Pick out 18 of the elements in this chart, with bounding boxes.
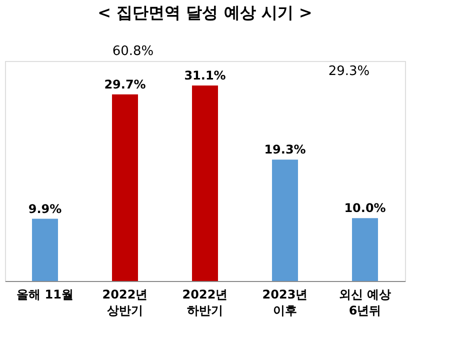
text: 60.8% xyxy=(112,44,154,59)
x-tick-label: 2022년 상반기 xyxy=(102,288,148,318)
bar xyxy=(352,218,378,281)
data-label: 9.9% xyxy=(28,202,62,216)
bar xyxy=(192,86,218,281)
x-tick-label: 외신 예상 6년뒤 xyxy=(338,288,392,318)
bar xyxy=(32,218,58,281)
bar xyxy=(112,94,138,281)
data-label: 19.3% xyxy=(264,142,306,157)
data-label: 10.0% xyxy=(344,201,386,216)
bar xyxy=(272,160,298,281)
chart-title: < 집단면역 달성 예상 시기 > xyxy=(98,3,312,22)
x-tick-label: 2023년 이후 xyxy=(262,288,308,318)
data-label: 29.7% xyxy=(104,77,146,92)
data-label: 31.1% xyxy=(184,68,226,83)
text: 29.3% xyxy=(328,64,370,79)
x-tick-label: 올해 11월 xyxy=(16,288,74,302)
x-tick-label: 2022년 하반기 xyxy=(182,288,228,318)
